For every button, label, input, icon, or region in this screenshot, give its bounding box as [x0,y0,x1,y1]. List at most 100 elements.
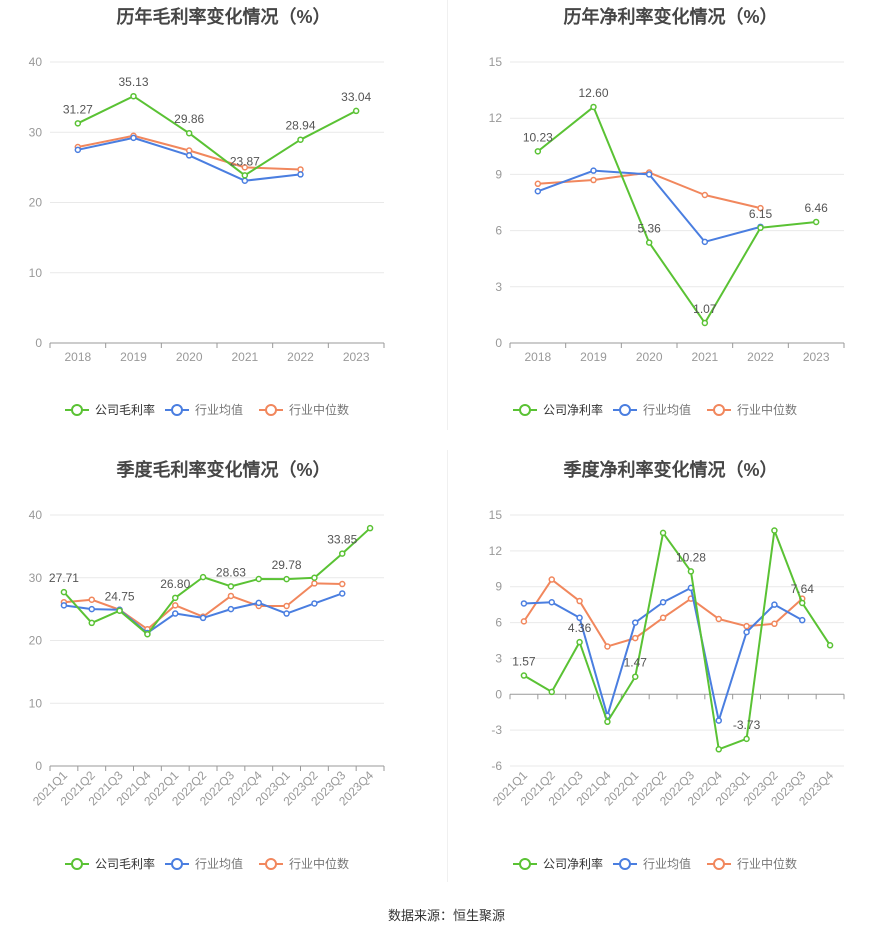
data-label: 4.36 [568,621,592,635]
data-point-company [283,575,290,583]
data-label: 28.94 [285,119,315,133]
chart-svg: 0102030402021Q12021Q22021Q32021Q42022Q12… [29,508,385,871]
series-line-avg [523,586,803,722]
quarterly-gross-margin-chart: 季度毛利率变化情况（%） 0 10 20 30 40 2021Q1 2021Q2 2021Q3… [0,453,447,883]
y-tick-label: 12 [489,111,503,125]
data-point-median [757,204,764,212]
chart-svg: -6-3036912152021Q12021Q22021Q32021Q42022… [489,508,845,871]
y-tick-label: 3 [495,280,502,294]
y-tick-label: -3 [491,723,502,737]
data-label: 33.04 [341,90,371,104]
data-point-median [172,602,179,609]
chart-svg: 0 10 20 30 40 2018 2019 2020 2021 2022 2023 31.27 35… [29,55,385,417]
legend-item-median: 行业中位数 [259,856,349,871]
legend-swatch-marker [171,404,183,416]
data-point-company [715,746,722,753]
legend-item-company: 公司净利率 [513,856,603,871]
legend-item-company: 公司毛利率 [65,856,155,871]
y-tick-label: -6 [491,759,502,773]
data-point-avg [241,177,249,184]
chart-title: 历年净利率变化情况（%） [563,7,778,27]
data-point-avg [297,171,304,178]
data-point-median [604,643,611,650]
data-point-company [632,673,639,680]
data-point-company [757,224,764,232]
series-line-company [77,95,357,177]
legend-swatch-marker [265,858,277,870]
data-point-company [799,599,806,607]
data-point-median [311,580,318,587]
data-point-median [520,618,528,625]
data-point-company [576,638,583,646]
series-line-avg [77,136,301,182]
chart-title: 历年毛利率变化情况（%） [116,7,331,27]
legend-item-avg: 行业均值 [165,402,243,417]
legend-label: 公司净利率 [543,402,603,417]
data-label: 1.07 [693,302,717,316]
x-tick-label: 2019 [120,350,147,364]
data-label: 6.15 [749,207,773,221]
data-point-avg [88,605,95,613]
chart-svg: 0 3 6 9 12 15 2018 2019 2020 2021 2022 2023 10.23 12.… [489,55,845,417]
data-point-median [771,620,778,628]
data-point-avg [645,171,653,178]
data-point-company [743,735,750,743]
legend-label: 行业均值 [643,856,691,871]
y-tick-label: 3 [495,651,502,665]
chart-title: 季度净利率变化情况（%） [563,460,778,480]
x-tick-label: 2022 [747,350,774,364]
data-point-avg [227,605,235,613]
data-point-company [255,575,262,583]
y-tick-label: 20 [29,634,43,648]
legend-item-avg: 行业均值 [613,856,691,871]
data-point-median [241,164,249,171]
data-label: 28.63 [216,565,246,579]
legend-item-avg: 行业均值 [165,856,243,871]
legend-label: 公司毛利率 [95,402,155,417]
y-tick-label: 15 [489,55,503,69]
data-point-company [604,718,611,726]
data-point-company [520,672,528,679]
data-point-company [645,239,653,246]
legend-label: 公司毛利率 [95,856,155,871]
data-label: 35.13 [118,75,148,89]
legend-item-median: 行业中位数 [259,402,349,417]
x-tick-label: 2021 [231,350,258,364]
data-point-avg [799,616,806,624]
data-point-median [548,576,555,583]
x-tick-label: 2020 [636,350,663,364]
data-point-company [339,550,346,557]
data-point-avg [548,599,555,606]
data-point-avg [185,152,193,159]
data-point-company [311,574,318,581]
y-tick-label: 0 [35,759,42,773]
data-point-company [812,218,820,226]
legend-swatch-marker [71,858,83,870]
x-tick-label: 2023 [343,350,370,364]
data-point-company [701,319,709,327]
data-label: 10.23 [523,130,553,144]
data-label: 7.64 [791,582,815,596]
legend-item-median: 行业中位数 [707,856,797,871]
y-tick-label: 0 [495,687,502,701]
data-point-median [534,180,542,188]
y-tick-label: 30 [29,125,43,139]
legend-swatch-marker [265,404,277,416]
data-point-avg [743,628,750,636]
annual-gross-margin-chart: 历年毛利率变化情况（%） 0 10 20 30 40 2018 2019 2020 2021 20… [0,0,447,430]
data-point-avg [130,134,137,142]
y-tick-label: 9 [495,580,502,594]
data-point-avg [701,238,709,246]
data-point-avg [60,602,68,609]
data-point-company [241,172,249,179]
data-point-avg [311,600,318,607]
data-point-company [172,594,179,602]
data-point-avg [632,619,639,626]
x-tick-label: 2021 [691,350,718,364]
data-point-avg [520,600,528,607]
y-tick-label: 10 [29,266,43,280]
y-tick-label: 6 [495,616,502,630]
legend-label: 公司净利率 [543,856,603,871]
data-label: 23.87 [230,154,260,168]
x-tick-label: 2020 [176,350,203,364]
